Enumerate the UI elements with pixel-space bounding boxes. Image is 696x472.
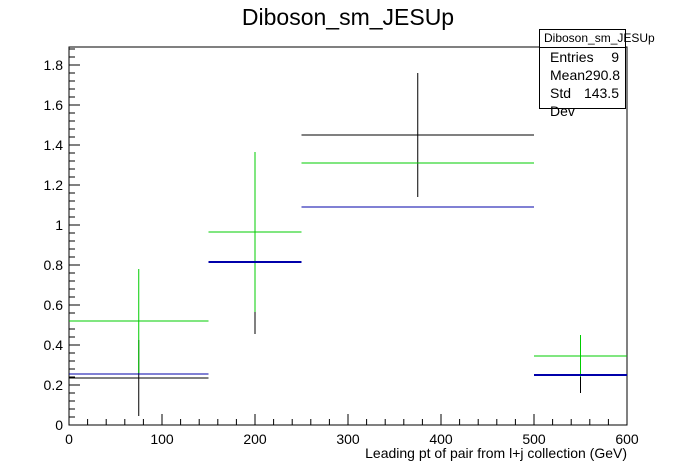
x-axis-label: Leading pt of pair from l+j collection (… xyxy=(365,445,627,461)
x-tick-label: 600 xyxy=(615,431,639,447)
y-tick-label: 0 xyxy=(55,417,63,433)
x-tick-label: 500 xyxy=(522,431,546,447)
y-tick-label: 1 xyxy=(55,217,63,233)
chart-title: Diboson_sm_JESUp xyxy=(241,4,455,30)
stats-box-title: Diboson_sm_JESUp xyxy=(540,30,655,48)
y-tick-label: 0.4 xyxy=(44,337,64,353)
x-tick-label: 0 xyxy=(65,431,73,447)
y-tick-label: 0.2 xyxy=(44,377,64,393)
y-tick-label: 1.6 xyxy=(44,97,64,113)
stats-label: Mean xyxy=(550,67,586,83)
y-tick-label: 1.4 xyxy=(44,137,64,153)
x-tick-label: 200 xyxy=(243,431,267,447)
stats-label: Entries xyxy=(550,49,594,65)
y-tick-label: 1.2 xyxy=(44,177,64,193)
stats-label: Std Dev xyxy=(550,85,575,119)
stats-row-stddev: Std Dev 143.5 xyxy=(540,84,625,119)
x-tick-label: 100 xyxy=(150,431,174,447)
stats-value: 143.5 xyxy=(583,85,619,101)
stats-row-entries: Entries 9 xyxy=(540,48,625,66)
y-tick-label: 1.8 xyxy=(44,57,64,73)
y-tick-label: 0.6 xyxy=(44,297,64,313)
x-tick-label: 400 xyxy=(429,431,453,447)
x-tick-label: 300 xyxy=(336,431,360,447)
stats-value: 290.8 xyxy=(585,67,621,83)
stats-row-mean: Mean 290.8 xyxy=(540,66,625,84)
stats-box: Diboson_sm_JESUp Entries 9 Mean 290.8 St… xyxy=(539,29,655,119)
y-tick-label: 0.8 xyxy=(44,257,64,273)
stats-value: 9 xyxy=(611,49,619,65)
